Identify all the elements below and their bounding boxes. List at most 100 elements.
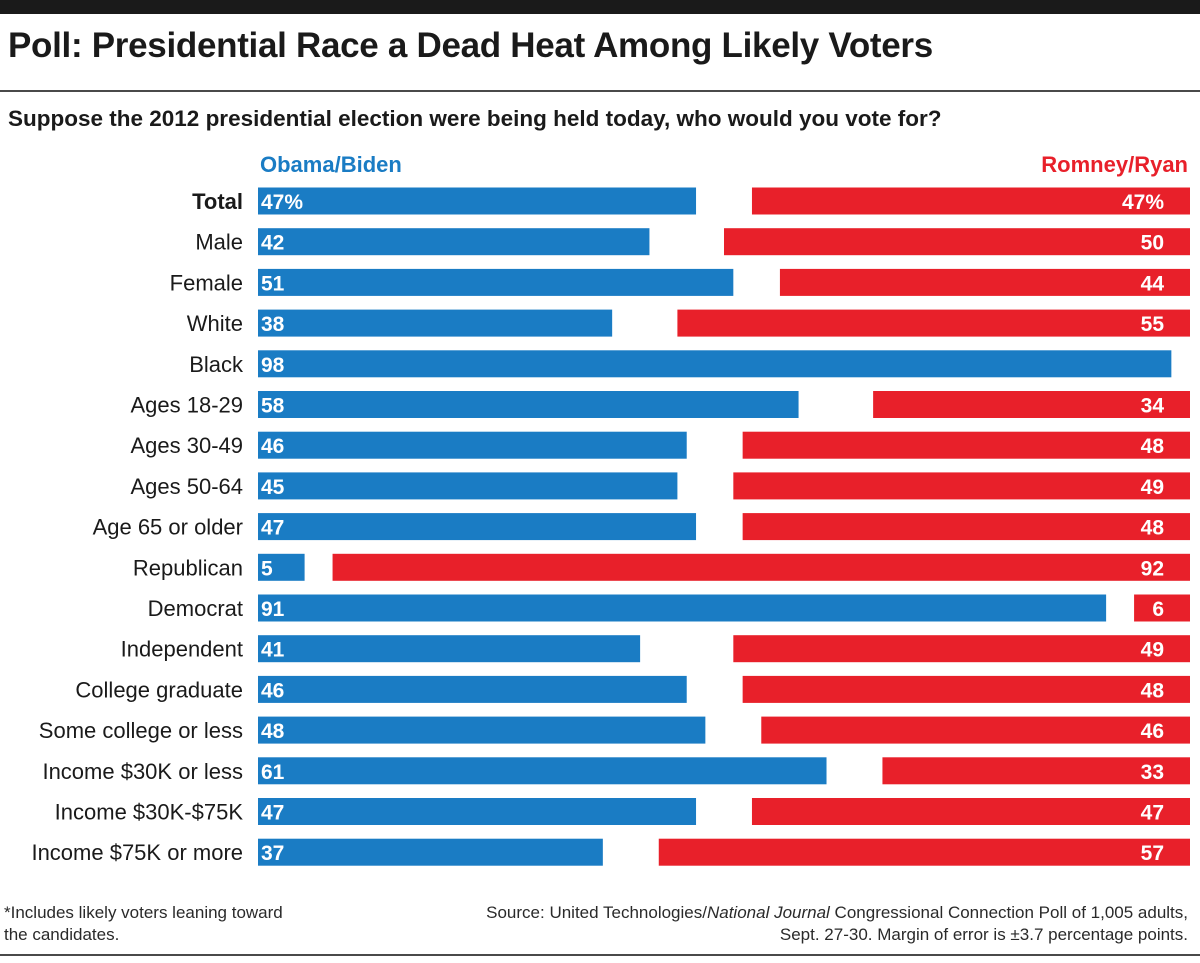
romney-value-label: 50 bbox=[1141, 232, 1164, 255]
obama-bar bbox=[258, 553, 305, 581]
obama-value-label: 47 bbox=[261, 802, 284, 825]
obama-bar bbox=[258, 838, 603, 866]
romney-value-label: 92 bbox=[1141, 557, 1164, 580]
category-label: Income $30K-$75K bbox=[55, 800, 244, 825]
obama-bar bbox=[258, 350, 1172, 378]
romney-value-label: 48 bbox=[1141, 679, 1165, 702]
romney-value-label: 48 bbox=[1141, 517, 1165, 540]
romney-bar bbox=[882, 757, 1190, 785]
romney-bar bbox=[724, 228, 1190, 256]
obama-value-label: 48 bbox=[261, 720, 285, 743]
category-label: Ages 50-64 bbox=[130, 474, 243, 499]
obama-value-label: 51 bbox=[261, 272, 285, 295]
obama-value-label: 98 bbox=[261, 354, 285, 377]
romney-bar bbox=[761, 716, 1190, 744]
row-ages-50-64: Ages 50-64 45 49 bbox=[130, 472, 1190, 500]
obama-value-label: 58 bbox=[261, 395, 285, 418]
obama-bar bbox=[258, 798, 697, 825]
obama-bar bbox=[258, 675, 687, 703]
row-college-graduate: College graduate 46 48 bbox=[75, 675, 1190, 703]
row-ages-18-29: Ages 18-29 58 34 bbox=[130, 391, 1190, 418]
romney-value-label: 47% bbox=[1122, 191, 1164, 214]
romney-bar bbox=[742, 431, 1190, 459]
row-age-65-or-older: Age 65 or older 47 48 bbox=[93, 513, 1190, 541]
bottom-rule bbox=[0, 954, 1200, 956]
category-label: White bbox=[187, 311, 243, 336]
source-suffix: Congressional Connection Poll of 1,005 a… bbox=[779, 903, 1188, 944]
romney-value-label: 55 bbox=[1141, 313, 1165, 336]
obama-value-label: 41 bbox=[261, 639, 285, 662]
source-prefix: Source: United Technologies/ bbox=[486, 903, 707, 922]
obama-bar bbox=[258, 513, 697, 541]
row-black: Black 98 bbox=[189, 350, 1172, 378]
source-note: Source: United Technologies/National Jou… bbox=[468, 902, 1188, 946]
romney-bar bbox=[733, 635, 1190, 663]
romney-value-label: 44 bbox=[1141, 272, 1165, 295]
obama-bar bbox=[258, 228, 650, 256]
category-label: Age 65 or older bbox=[93, 515, 243, 540]
obama-value-label: 61 bbox=[261, 761, 285, 784]
category-label: Ages 30-49 bbox=[130, 433, 243, 458]
romney-bar bbox=[1134, 594, 1190, 622]
obama-value-label: 37 bbox=[261, 842, 284, 865]
chart-title: Poll: Presidential Race a Dead Heat Amon… bbox=[8, 26, 933, 65]
obama-bar bbox=[258, 635, 641, 663]
category-label: Male bbox=[195, 230, 243, 255]
romney-value-label: 6 bbox=[1152, 598, 1164, 621]
top-rule bbox=[0, 0, 1200, 14]
obama-value-label: 5 bbox=[261, 557, 273, 580]
category-label: Independent bbox=[121, 637, 243, 662]
romney-bar bbox=[751, 798, 1190, 825]
obama-value-label: 47% bbox=[261, 191, 303, 214]
romney-bar bbox=[873, 391, 1190, 418]
obama-bar bbox=[258, 594, 1107, 622]
row-income-30k-75k: Income $30K-$75K 47 47 bbox=[55, 798, 1190, 825]
romney-value-label: 33 bbox=[1141, 761, 1164, 784]
obama-value-label: 46 bbox=[261, 435, 284, 458]
obama-value-label: 42 bbox=[261, 232, 284, 255]
obama-bar bbox=[258, 757, 827, 785]
romney-bar bbox=[751, 187, 1190, 215]
romney-bar bbox=[779, 268, 1190, 296]
romney-value-label: 49 bbox=[1141, 476, 1164, 499]
row-some-college-or-less: Some college or less 48 46 bbox=[39, 716, 1190, 744]
obama-bar bbox=[258, 716, 706, 744]
romney-value-label: 49 bbox=[1141, 639, 1164, 662]
obama-bar bbox=[258, 268, 734, 296]
obama-bar bbox=[258, 472, 678, 500]
footnote: *Includes likely voters leaning toward t… bbox=[4, 903, 283, 944]
category-label: Income $75K or more bbox=[31, 840, 243, 865]
romney-bar bbox=[742, 675, 1190, 703]
category-label: Republican bbox=[133, 555, 243, 580]
obama-bar bbox=[258, 309, 613, 337]
obama-bar bbox=[258, 391, 799, 418]
source-publication: National Journal bbox=[706, 903, 830, 922]
title-divider bbox=[0, 90, 1200, 92]
romney-bar bbox=[742, 513, 1190, 541]
category-label: Black bbox=[189, 352, 244, 377]
obama-bar bbox=[258, 431, 687, 459]
romney-bar bbox=[332, 553, 1190, 581]
romney-value-label: 57 bbox=[1141, 842, 1164, 865]
obama-value-label: 47 bbox=[261, 517, 284, 540]
row-democrat: Democrat 91 6 bbox=[148, 594, 1190, 622]
chart-subtitle: Suppose the 2012 presidential election w… bbox=[8, 106, 942, 131]
row-female: Female 51 44 bbox=[170, 268, 1190, 296]
romney-value-label: 47 bbox=[1141, 802, 1164, 825]
category-label: Democrat bbox=[148, 596, 243, 621]
obama-value-label: 46 bbox=[261, 679, 284, 702]
romney-value-label: 34 bbox=[1141, 395, 1165, 418]
obama-value-label: 38 bbox=[261, 313, 285, 336]
category-label: College graduate bbox=[75, 677, 243, 702]
row-republican: Republican 5 92 bbox=[133, 553, 1190, 581]
category-label: Income $30K or less bbox=[42, 759, 243, 784]
legend-romney: Romney/Ryan bbox=[1041, 152, 1188, 177]
category-label: Total bbox=[192, 189, 243, 214]
romney-bar bbox=[658, 838, 1190, 866]
row-male: Male 42 50 bbox=[195, 228, 1190, 256]
row-income-30k-or-less: Income $30K or less 61 33 bbox=[42, 757, 1190, 785]
row-independent: Independent 41 49 bbox=[121, 635, 1190, 663]
romney-bar bbox=[677, 309, 1190, 337]
legend-obama: Obama/Biden bbox=[260, 152, 402, 177]
